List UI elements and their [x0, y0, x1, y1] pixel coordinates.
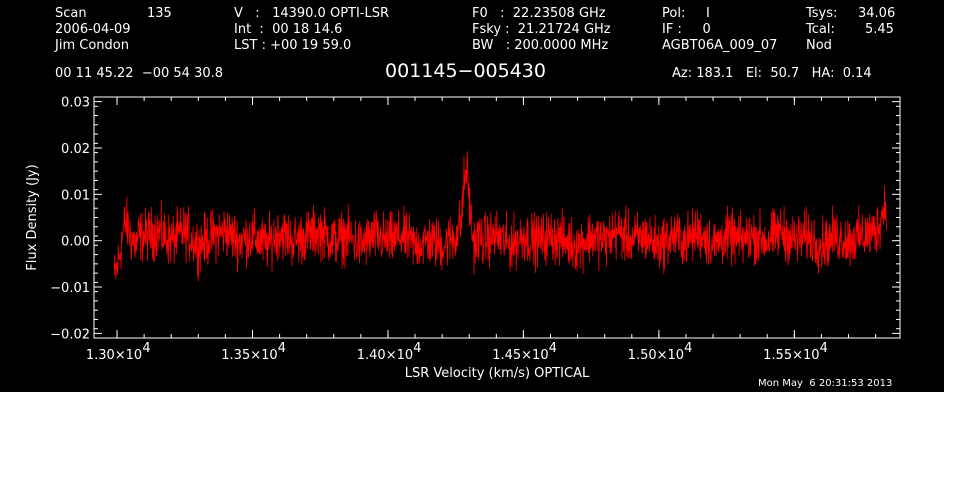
scan-value: 135 [147, 6, 172, 21]
x-tick-label: 1.30×10 [86, 348, 142, 363]
velocity-info: V : 14390.0 OPTI-LSR [234, 6, 390, 21]
tsys-value: 34.06 [858, 6, 896, 21]
x-axis-label: LSR Velocity (km/s) OPTICAL [405, 366, 590, 381]
spectrum-trace [113, 151, 887, 282]
y-tick-label: −0.01 [50, 281, 90, 296]
source-coordinates: 00 11 45.22 −00 54 30.8 [55, 66, 224, 81]
y-tick-label: 0.02 [61, 142, 90, 157]
az-el-ha: Az: 183.1 El: 50.7 HA: 0.14 [672, 66, 872, 81]
x-tick-exponent: 4 [549, 341, 557, 356]
tsys-label: Tsys: [806, 6, 838, 21]
x-tick-label: 1.35×10 [221, 348, 277, 363]
observation-date: 2006-04-09 [55, 22, 131, 37]
y-tick-label: −0.02 [50, 327, 90, 342]
tcal-label: Tcal: [806, 22, 835, 37]
x-tick-label: 1.55×10 [763, 348, 819, 363]
y-tick-label: 0.01 [61, 188, 90, 203]
x-tick-label: 1.45×10 [492, 348, 548, 363]
x-tick-label: 1.40×10 [357, 348, 413, 363]
observing-mode: Nod [806, 38, 832, 53]
plot-panel: Scan 135 2006-04-09 Jim Condon V : 14390… [0, 0, 944, 392]
plot-timestamp: Mon May 6 20:31:53 2013 [758, 378, 893, 389]
x-tick-exponent: 4 [278, 341, 286, 356]
tcal-value: 5.45 [865, 22, 894, 37]
x-tick-label: 1.50×10 [628, 348, 684, 363]
sky-frequency: Fsky : 21.21724 GHz [472, 22, 611, 37]
lst-info: LST : +00 19 59.0 [234, 38, 352, 53]
bandwidth: BW : 200.0000 MHz [472, 38, 609, 53]
y-axis-label: Flux Density (Jy) [25, 164, 40, 270]
x-tick-exponent: 4 [413, 341, 421, 356]
spectrum-chart: −0.02−0.010.000.010.020.031.30×10 4 1.35×1… [25, 96, 901, 381]
y-tick-label: 0.00 [61, 235, 90, 250]
x-tick-exponent: 4 [820, 341, 828, 356]
project-id: AGBT06A_009_07 [662, 38, 778, 53]
if-number: IF : 0 [662, 22, 711, 37]
y-tick-label: 0.03 [61, 96, 90, 111]
x-tick-exponent: 4 [142, 341, 150, 356]
source-name: 001145−005430 [385, 60, 546, 82]
scan-label: Scan [55, 6, 87, 21]
integration-time: Int : 00 18 14.6 [234, 22, 343, 37]
polarization: Pol: I [662, 6, 710, 21]
rest-frequency: F0 : 22.23508 GHz [472, 6, 606, 21]
x-tick-exponent: 4 [684, 341, 692, 356]
observer-name: Jim Condon [55, 38, 129, 53]
